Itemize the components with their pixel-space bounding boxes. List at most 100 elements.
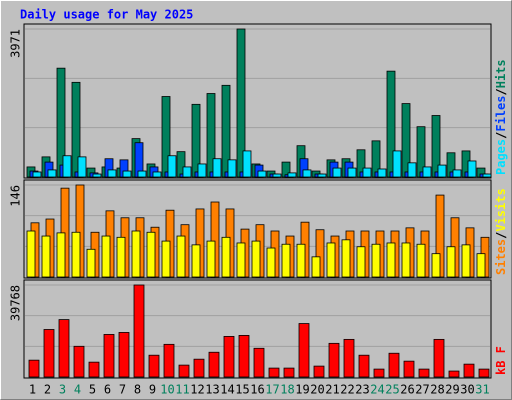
bar: [283, 367, 295, 378]
bar: [77, 156, 87, 178]
bar: [482, 173, 492, 178]
bar: [478, 368, 490, 378]
bar: [296, 243, 306, 278]
legend-entry: Visits: [494, 188, 508, 231]
x-tick-label: 30: [460, 383, 474, 397]
bar: [221, 236, 231, 278]
bar: [41, 235, 51, 278]
bar: [313, 365, 325, 378]
bar: [73, 345, 85, 378]
x-tick-label: 10: [160, 383, 174, 397]
x-tick-label: 21: [325, 383, 339, 397]
x-tick-label: 28: [430, 383, 444, 397]
bar: [373, 368, 385, 378]
x-tick-label: 20: [310, 383, 324, 397]
bar: [416, 243, 426, 278]
bar: [212, 158, 222, 178]
chart-title: Daily usage for May 2025: [20, 8, 193, 22]
bar: [26, 230, 36, 278]
legend-entry: Sites: [494, 239, 508, 275]
bar: [343, 338, 355, 378]
bar: [388, 352, 400, 378]
x-tick-label: 8: [134, 383, 141, 397]
bar: [326, 242, 336, 278]
bar: [377, 168, 387, 178]
bar: [298, 323, 310, 378]
bar: [152, 171, 162, 178]
bar: [176, 235, 186, 278]
bar: [403, 360, 415, 378]
x-tick-label: 31: [475, 383, 489, 397]
bar: [467, 160, 477, 178]
bar: [302, 169, 312, 178]
bar: [272, 173, 282, 178]
x-tick-label: 5: [89, 383, 96, 397]
bar: [178, 364, 190, 378]
bar: [193, 358, 205, 378]
bar: [223, 335, 235, 378]
bar: [317, 173, 327, 178]
bar: [328, 342, 340, 378]
bar: [43, 329, 55, 378]
bar: [62, 155, 72, 178]
x-tick-label: 16: [250, 383, 264, 397]
bar: [88, 361, 100, 378]
bar: [161, 240, 171, 278]
x-tick-label: 11: [175, 383, 189, 397]
bar: [146, 231, 156, 278]
x-tick-label: 9: [149, 383, 156, 397]
bar: [433, 338, 445, 378]
bar: [182, 166, 192, 178]
bar: [167, 155, 177, 178]
x-tick-label: 13: [205, 383, 219, 397]
bar: [281, 243, 291, 278]
x-tick-label: 27: [415, 383, 429, 397]
x-tick-label: 3: [59, 383, 66, 397]
x-tick-label: 4: [74, 383, 81, 397]
bar: [446, 246, 456, 278]
legend-entry: Files: [494, 96, 508, 132]
bar: [362, 167, 372, 178]
bar: [341, 239, 351, 278]
legend-separator: /: [494, 88, 508, 95]
x-tick-label: 12: [190, 383, 204, 397]
bar: [56, 232, 66, 278]
bar: [476, 253, 486, 278]
bar: [206, 240, 216, 278]
bar: [28, 359, 40, 378]
bar: [448, 370, 460, 378]
panel: [23, 23, 492, 179]
bar: [251, 240, 261, 278]
bar: [197, 163, 207, 178]
bar: [122, 170, 132, 178]
bar: [332, 167, 342, 178]
bar: [253, 347, 265, 378]
bar: [101, 235, 111, 278]
bar: [266, 247, 276, 278]
x-tick-label: 18: [280, 383, 294, 397]
bar: [148, 354, 160, 378]
bar: [431, 253, 441, 278]
bar: [107, 169, 117, 178]
x-tick-label: 25: [385, 383, 399, 397]
bar: [418, 368, 430, 378]
bar: [401, 242, 411, 278]
bar: [118, 332, 130, 378]
x-tick-label: 1: [29, 383, 36, 397]
x-tick-label: 2: [44, 383, 51, 397]
bar: [242, 150, 252, 178]
bar: [347, 167, 357, 178]
bar: [452, 169, 462, 178]
x-tick-label: 23: [355, 383, 369, 397]
bar: [236, 242, 246, 278]
bar: [386, 242, 396, 278]
bar: [257, 170, 267, 178]
bar: [238, 335, 250, 378]
bar: [92, 173, 102, 178]
bar: [461, 244, 471, 278]
x-tick-label: 22: [340, 383, 354, 397]
legend-entry: Pages: [494, 139, 508, 175]
x-tick-label: 24: [370, 383, 384, 397]
